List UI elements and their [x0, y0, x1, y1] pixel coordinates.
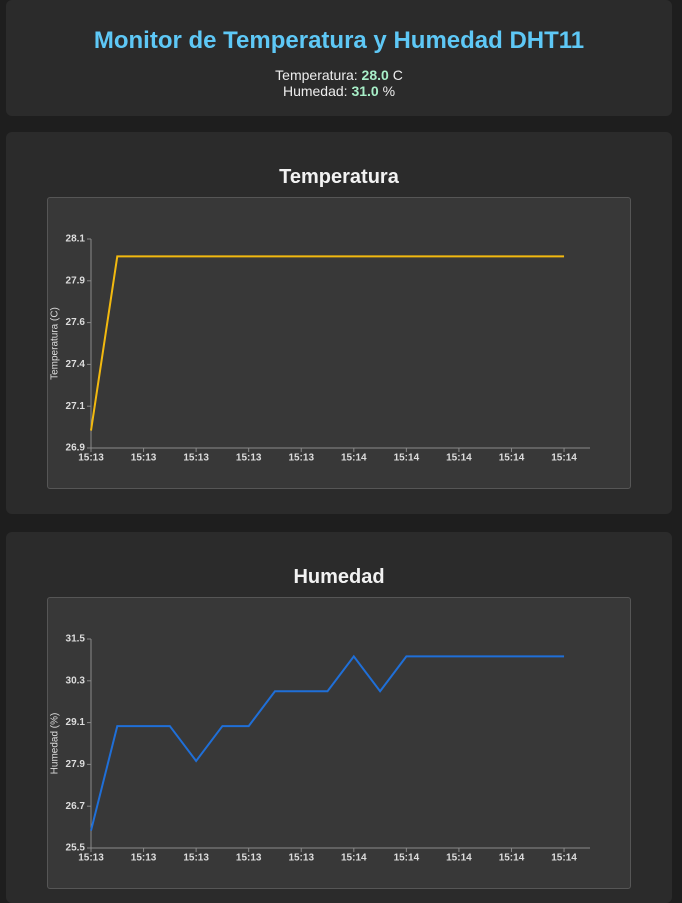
x-tick-label: 15:14 [341, 853, 367, 864]
y-axis-label: Humedad (%) [50, 713, 61, 775]
x-tick-label: 15:14 [551, 453, 577, 464]
y-tick-label: 27.9 [66, 275, 86, 286]
header-card: Monitor de Temperatura y Humedad DHT11 T… [6, 0, 672, 116]
chart-box: 25.5 26.7 27.9 29.1 30.3 31.5 15:13 15:13 15:13 1… [47, 597, 631, 889]
y-tick-label: 27.4 [66, 359, 86, 370]
label: Humedad: [282, 83, 348, 99]
value: 31.0 [351, 83, 379, 99]
x-tick-label: 15:13 [236, 853, 262, 864]
y-axis-label: Temperatura (C) [50, 307, 61, 380]
y-tick-label: 28.1 [66, 234, 86, 245]
y-tick-label: 27.6 [66, 317, 86, 328]
unit: C [392, 67, 403, 83]
line-series [90, 654, 565, 831]
chart-title: Humedad [293, 566, 385, 588]
x-tick-label: 15:13 [183, 853, 209, 864]
value: 28.0 [361, 67, 389, 83]
humidity-reading: Humedad: 31.0 % [6, 83, 672, 99]
x-tick-label: 15:13 [78, 453, 104, 464]
y-tick-label: 27.9 [66, 759, 86, 770]
x-tick-label: 15:13 [131, 453, 157, 464]
x-tick-label: 15:14 [446, 453, 472, 464]
x-tick-label: 15:14 [499, 453, 525, 464]
y-tick-label: 26.7 [66, 801, 86, 812]
chart-box: 26.9 27.1 27.4 27.6 27.9 28.1 15:13 15:13 15:13 1… [47, 197, 631, 489]
x-tick-label: 15:13 [288, 853, 314, 864]
x-tick-label: 15:14 [551, 853, 577, 864]
y-tick-label: 30.3 [66, 675, 86, 686]
chart-card: Humedad 25.5 26.7 27.9 29.1 30.3 31.5 15:13 15:… [6, 532, 672, 903]
chart: 25.5 26.7 27.9 29.1 30.3 31.5 15:13 15:13 15:13 1… [50, 634, 590, 864]
page-title: Monitor de Temperatura y Humedad DHT11 [93, 27, 585, 54]
x-tick-label: 15:14 [446, 853, 472, 864]
y-tick-label: 26.9 [66, 443, 86, 454]
x-tick-label: 15:14 [341, 453, 367, 464]
x-tick-label: 15:14 [394, 453, 420, 464]
temperature-reading: Temperatura: 28.0 C [6, 67, 672, 83]
chart-title: Temperatura [279, 166, 399, 188]
chart: 26.9 27.1 27.4 27.6 27.9 28.1 15:13 15:13 15:13 1… [50, 234, 590, 464]
x-tick-label: 15:13 [183, 453, 209, 464]
chart-card: Temperatura 26.9 27.1 27.4 27.6 27.9 28.1 15:1… [6, 132, 672, 514]
line-series [90, 255, 565, 431]
x-tick-label: 15:13 [288, 453, 314, 464]
y-tick-label: 31.5 [66, 634, 86, 645]
x-tick-label: 15:14 [394, 853, 420, 864]
y-tick-label: 27.1 [66, 401, 86, 412]
x-tick-label: 15:13 [78, 853, 104, 864]
label: Temperatura: [275, 67, 358, 83]
y-tick-label: 29.1 [66, 717, 86, 728]
unit: % [382, 83, 396, 99]
x-tick-label: 15:13 [236, 453, 262, 464]
y-tick-label: 25.5 [66, 843, 86, 854]
x-tick-label: 15:13 [131, 853, 157, 864]
x-tick-label: 15:14 [499, 853, 525, 864]
